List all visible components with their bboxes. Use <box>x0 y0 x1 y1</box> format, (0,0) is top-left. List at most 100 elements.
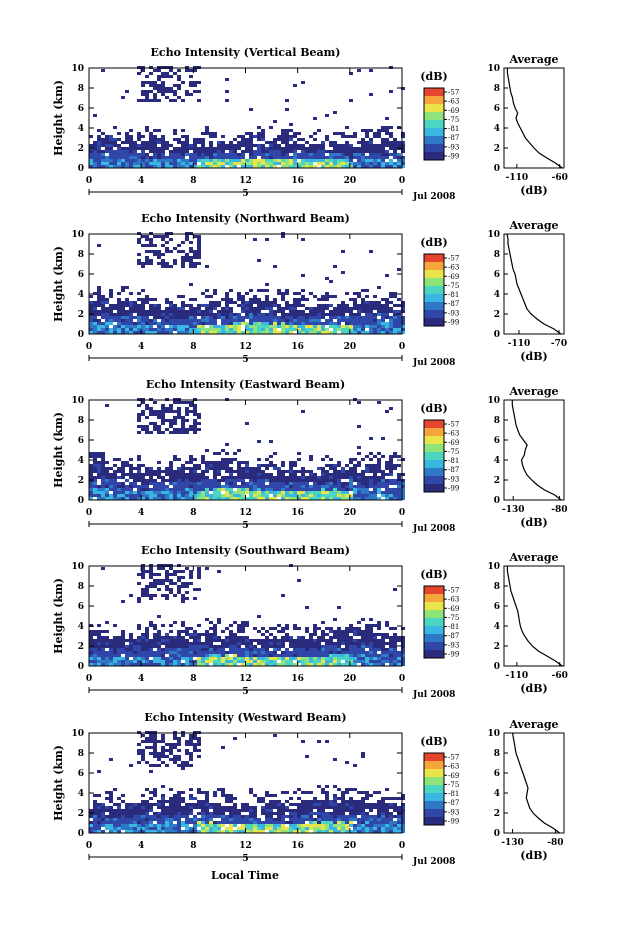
heatmap-cell <box>105 165 109 168</box>
colorbar-tick-label: -99 <box>448 485 459 493</box>
heatmap-cell <box>237 651 241 654</box>
heatmap-cell <box>357 446 361 449</box>
heatmap-cell <box>397 153 401 156</box>
heatmap-cell <box>101 482 105 485</box>
heatmap-cell <box>385 636 389 639</box>
heatmap-cell <box>293 485 297 488</box>
heatmap-cell <box>205 654 209 657</box>
heatmap-cell <box>161 156 165 159</box>
heatmap-cell <box>301 636 305 639</box>
heatmap-cell <box>329 150 333 153</box>
heatmap-cell <box>185 325 189 328</box>
heatmap-cell <box>373 464 377 467</box>
heatmap-cell <box>253 639 257 642</box>
heatmap-cell <box>313 630 317 633</box>
heatmap-cell <box>305 755 309 758</box>
heatmap-cell <box>161 815 165 818</box>
heatmap-cell <box>197 99 201 102</box>
heatmap-cell <box>185 654 189 657</box>
heatmap-cell <box>225 316 229 319</box>
heatmap-cell <box>157 636 161 639</box>
heatmap-cell <box>153 764 157 767</box>
heatmap-cell <box>329 627 333 630</box>
heatmap-cell <box>161 800 165 803</box>
heatmap-cell <box>333 153 337 156</box>
heatmap-cell <box>149 567 153 570</box>
heatmap-cell <box>361 316 365 319</box>
heatmap-cell <box>161 734 165 737</box>
heatmap-cell <box>101 458 105 461</box>
heatmap-cell <box>197 153 201 156</box>
colorbar-swatch <box>424 476 444 485</box>
heatmap-cell <box>205 479 209 482</box>
heatmap-cell <box>289 313 293 316</box>
heatmap-cell <box>369 479 373 482</box>
heatmap-cell <box>109 328 113 331</box>
heatmap-cell <box>213 803 217 806</box>
heatmap-cell <box>221 461 225 464</box>
heatmap-cell <box>129 827 133 830</box>
heatmap-cell <box>189 788 193 791</box>
heatmap-cell <box>177 576 181 579</box>
heatmap-cell <box>341 165 345 168</box>
heatmap-cell <box>145 642 149 645</box>
heatmap-cell <box>357 648 361 651</box>
average-y-tick-label: 10 <box>487 230 500 240</box>
heatmap-cell <box>189 737 193 740</box>
heatmap-cell <box>261 304 265 307</box>
heatmap-cell <box>317 648 321 651</box>
heatmap-cell <box>321 159 325 162</box>
heatmap-cell <box>105 494 109 497</box>
heatmap-cell <box>397 464 401 467</box>
heatmap-cell <box>381 654 385 657</box>
heatmap-cell <box>305 328 309 331</box>
heatmap-cell <box>297 818 301 821</box>
heatmap-cell <box>169 99 173 102</box>
heatmap-cell <box>397 159 401 162</box>
heatmap-cell <box>241 642 245 645</box>
heatmap-cell <box>389 295 393 298</box>
heatmap-cell <box>273 627 277 630</box>
heatmap-cell <box>185 591 189 594</box>
heatmap-cell <box>397 473 401 476</box>
heatmap-cell <box>309 812 313 815</box>
heatmap-cell <box>381 482 385 485</box>
heatmap-cell <box>337 645 341 648</box>
heatmap-cell <box>265 663 269 666</box>
heatmap-cell <box>389 657 393 660</box>
heatmap-cell <box>169 310 173 313</box>
heatmap-cell <box>401 627 405 630</box>
heatmap-cell <box>165 75 169 78</box>
heatmap-cell <box>165 96 169 99</box>
heatmap-cell <box>125 138 129 141</box>
heatmap-cell <box>321 479 325 482</box>
heatmap-cell <box>93 331 97 334</box>
heatmap-cell <box>209 642 213 645</box>
heatmap-cell <box>301 800 305 803</box>
heatmap-cell <box>253 660 257 663</box>
heatmap-cell <box>157 651 161 654</box>
heatmap-cell <box>333 485 337 488</box>
colorbar-tick-label: -93 <box>448 641 459 649</box>
heatmap-cell <box>385 331 389 334</box>
heatmap-cell <box>389 636 393 639</box>
heatmap-cell <box>157 579 161 582</box>
heatmap-cell <box>137 815 141 818</box>
heatmap-cell <box>337 497 341 500</box>
heatmap-cell <box>137 138 141 141</box>
heatmap-cell <box>213 654 217 657</box>
heatmap-cell <box>293 479 297 482</box>
heatmap-cell <box>269 464 273 467</box>
heatmap-cell <box>265 794 269 797</box>
heatmap-cell <box>373 144 377 147</box>
heatmap-cell <box>161 476 165 479</box>
heatmap-cell <box>213 150 217 153</box>
heatmap-cell <box>149 313 153 316</box>
heatmap-cell <box>205 132 209 135</box>
heatmap-cell <box>277 657 281 660</box>
heatmap-cell <box>245 651 249 654</box>
heatmap-cell <box>113 497 117 500</box>
heatmap-cell <box>193 494 197 497</box>
heatmap-cell <box>189 69 193 72</box>
heatmap-cell <box>173 827 177 830</box>
